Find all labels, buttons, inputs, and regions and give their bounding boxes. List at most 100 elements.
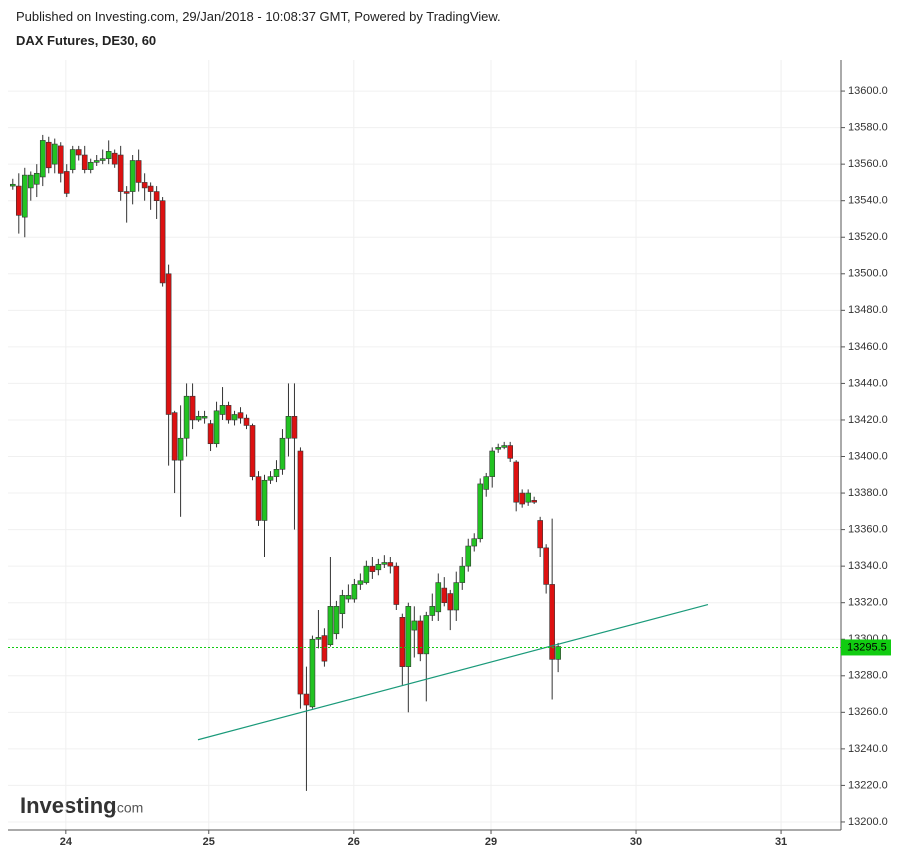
candle-body [549, 584, 555, 660]
candle-body [123, 191, 130, 194]
candle-body [465, 545, 472, 567]
y-tick-label: 13220.0 [848, 779, 888, 791]
y-tick-label: 13600.0 [848, 85, 888, 97]
candle-body [129, 160, 136, 192]
candle-body [261, 479, 268, 521]
x-tick-label: 26 [348, 836, 360, 848]
candle-body [153, 191, 160, 201]
y-tick-label: 13500.0 [848, 268, 888, 280]
candle-body [321, 635, 328, 662]
candle-body [81, 154, 88, 170]
candle-body [531, 500, 537, 503]
candle-body [537, 520, 543, 549]
y-tick-label: 13440.0 [848, 377, 888, 389]
last-price-box [841, 639, 891, 656]
x-tick-label: 25 [203, 836, 215, 848]
candle-body [453, 582, 460, 611]
candle-body [87, 162, 94, 170]
candle-body [315, 637, 322, 640]
candle-body [291, 416, 298, 439]
candle-body [297, 450, 304, 695]
candle-body [333, 606, 340, 635]
y-tick-label: 13240.0 [848, 743, 888, 755]
candle-body [195, 416, 202, 421]
candle-body [183, 395, 190, 439]
candle-body [447, 593, 454, 611]
candle-body [21, 174, 28, 218]
x-tick-label: 29 [485, 836, 497, 848]
candle-body [273, 469, 280, 477]
candle-body [39, 140, 46, 178]
candle-body [237, 412, 244, 419]
y-tick-label: 13420.0 [848, 414, 888, 426]
candle-body [255, 476, 262, 521]
candle-body [483, 476, 490, 490]
candle-body [393, 565, 400, 605]
candle-body [327, 606, 334, 646]
candle-body [477, 483, 484, 540]
candle-body [267, 476, 274, 481]
candle-body [93, 160, 100, 163]
candle-body [417, 620, 424, 655]
candle-body [387, 562, 394, 567]
published-note: Published on Investing.com, 29/Jan/2018 … [16, 9, 501, 24]
candle-body [309, 638, 316, 708]
y-tick-label: 13520.0 [848, 231, 888, 243]
candle-body [117, 154, 124, 192]
candle-body [357, 580, 364, 585]
candle-body [69, 149, 76, 170]
candle-body [219, 405, 226, 415]
candle-body [9, 183, 16, 187]
candle-body [375, 564, 382, 571]
candle-body [435, 582, 442, 613]
candle-body [75, 149, 82, 156]
candle-body [339, 595, 346, 614]
candle-body [141, 182, 148, 189]
candle-body [363, 565, 370, 583]
candle-body [165, 273, 172, 415]
candle-body [57, 145, 64, 174]
candle-body [525, 492, 531, 503]
candle-body [369, 565, 376, 572]
candle-body [513, 461, 519, 503]
y-tick-label: 13580.0 [848, 122, 888, 134]
candle-body [399, 617, 406, 667]
candle-body [213, 410, 220, 445]
y-tick-label: 13200.0 [848, 816, 888, 828]
candle-body [105, 151, 112, 159]
candle-body [171, 412, 178, 461]
candle-body [381, 562, 388, 565]
y-tick-label: 13380.0 [848, 487, 888, 499]
x-tick-label: 31 [775, 836, 787, 848]
x-tick-label: 30 [630, 836, 642, 848]
candle-body [405, 606, 412, 667]
candle-body [177, 437, 184, 461]
candle-body [231, 414, 238, 421]
candle-body [147, 185, 154, 192]
candle-body [51, 143, 58, 165]
candle-body [111, 152, 118, 165]
chart-title: DAX Futures, DE30, 60 [16, 33, 157, 48]
candle-body [423, 615, 430, 655]
y-tick-label: 13560.0 [848, 158, 888, 170]
candle-body [519, 492, 525, 505]
candle-body [135, 160, 142, 183]
candle-body [33, 172, 40, 185]
y-tick-label: 13260.0 [848, 706, 888, 718]
candle-body [15, 185, 22, 216]
candle-body [207, 423, 214, 445]
candle-body [489, 450, 496, 477]
x-tick-label: 24 [60, 836, 73, 848]
candle-body [99, 158, 106, 161]
watermark: Investing [20, 793, 117, 818]
candle-body [501, 445, 508, 448]
candle-body [249, 425, 256, 477]
candle-body [201, 416, 208, 419]
candle-body [243, 417, 250, 426]
candle-body [159, 200, 166, 284]
candle-body [225, 405, 232, 421]
y-tick-label: 13460.0 [848, 341, 888, 353]
candle-body [429, 606, 436, 616]
